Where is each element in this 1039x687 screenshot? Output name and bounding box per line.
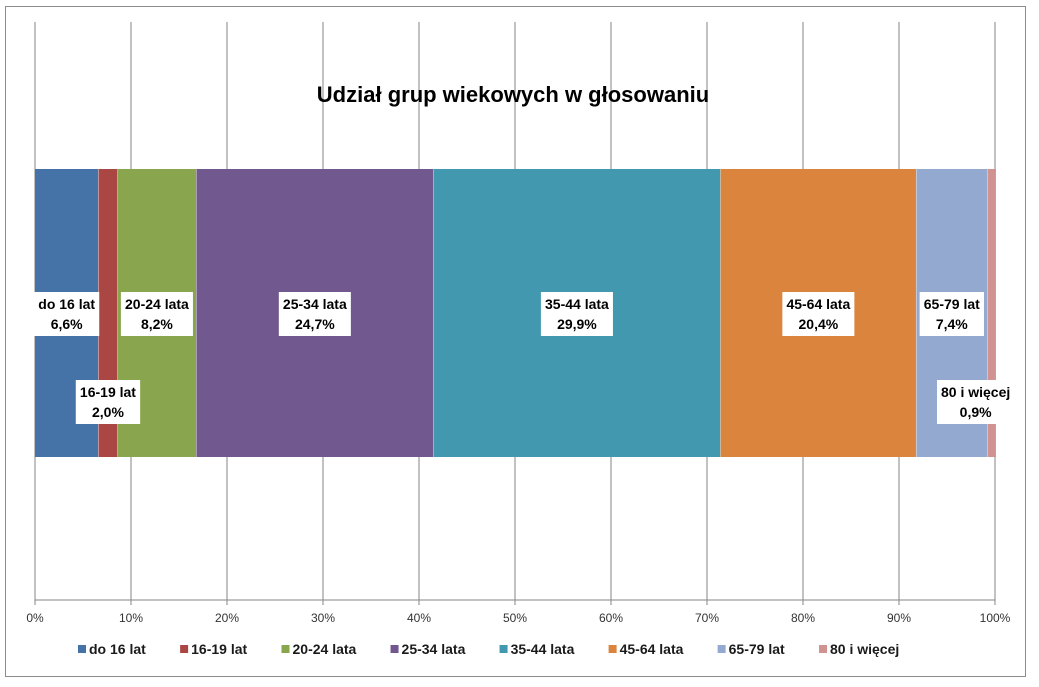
- x-tick-label: 60%: [599, 611, 623, 625]
- data-label-box: [936, 380, 1015, 424]
- x-tick-label: 0%: [26, 611, 44, 625]
- x-tick-label: 40%: [407, 611, 431, 625]
- legend-label: 25-34 lata: [402, 641, 466, 657]
- data-label-box: [34, 292, 100, 336]
- data-label-name: 65-79 lat: [924, 296, 980, 312]
- data-label-box: [120, 292, 193, 336]
- legend-swatch: [78, 645, 86, 653]
- x-tick-label: 90%: [887, 611, 911, 625]
- data-label-value: 0,9%: [960, 404, 992, 420]
- bar-segment: [987, 169, 996, 457]
- legend-swatch: [608, 645, 617, 653]
- data-label-value: 6,6%: [51, 316, 83, 332]
- data-label-name: 25-34 lata: [283, 296, 347, 312]
- data-label-value: 8,2%: [141, 316, 173, 332]
- data-label-name: 35-44 lata: [545, 296, 609, 312]
- x-tick-label: 20%: [215, 611, 239, 625]
- data-label-box: [540, 292, 613, 336]
- legend-label: 45-64 lata: [620, 641, 684, 657]
- data-label-name: 20-24 lata: [125, 296, 189, 312]
- legend-label: do 16 lat: [89, 641, 146, 657]
- data-label-name: do 16 lat: [38, 296, 95, 312]
- data-label-name: 45-64 lata: [786, 296, 850, 312]
- legend-swatch: [819, 645, 828, 653]
- x-tick-label: 50%: [503, 611, 527, 625]
- x-tick-label: 100%: [980, 611, 1011, 625]
- data-label-value: 2,0%: [92, 404, 124, 420]
- legend-label: 65-79 lat: [729, 641, 785, 657]
- data-label-box: [278, 292, 351, 336]
- data-label-box: [782, 292, 855, 336]
- data-label-box: [75, 380, 141, 424]
- data-label-name: 16-19 lat: [80, 384, 136, 400]
- legend-label: 16-19 lat: [191, 641, 247, 657]
- x-tick-label: 70%: [695, 611, 719, 625]
- data-label-box: [919, 292, 984, 336]
- legend-label: 80 i więcej: [830, 641, 899, 657]
- data-label-value: 20,4%: [799, 316, 839, 332]
- legend-swatch: [390, 645, 399, 653]
- x-tick-label: 10%: [119, 611, 143, 625]
- x-tick-label: 30%: [311, 611, 335, 625]
- legend-swatch: [180, 645, 189, 653]
- chart-title: Udział grup wiekowych w głosowaniu: [317, 82, 709, 107]
- legend-label: 35-44 lata: [511, 641, 575, 657]
- legend-swatch: [281, 645, 290, 653]
- data-label-value: 7,4%: [936, 316, 968, 332]
- x-tick-label: 80%: [791, 611, 815, 625]
- data-label-value: 29,9%: [557, 316, 597, 332]
- legend-swatch: [717, 645, 726, 653]
- legend-swatch: [499, 645, 508, 653]
- data-label-value: 24,7%: [295, 316, 335, 332]
- data-label-name: 80 i więcej: [941, 384, 1010, 400]
- legend-label: 20-24 lata: [293, 641, 357, 657]
